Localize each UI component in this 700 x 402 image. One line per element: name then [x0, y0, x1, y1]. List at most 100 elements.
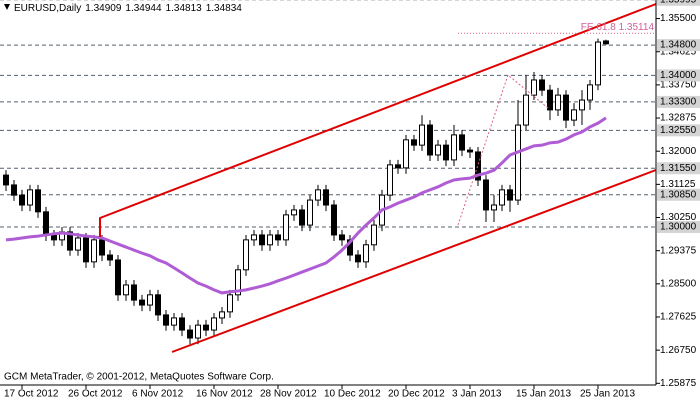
candle-body: [515, 124, 521, 201]
candle-body: [571, 109, 577, 121]
y-tick-label: 1.25875: [660, 378, 697, 389]
candle-body: [11, 184, 17, 196]
candle-body: [587, 84, 593, 101]
candle-body: [235, 269, 241, 296]
candle-body: [555, 94, 561, 111]
candle-body: [243, 239, 249, 271]
last-open: 1.34909: [85, 3, 122, 14]
candle-body: [259, 234, 265, 246]
level-box: [657, 188, 700, 201]
candle-body: [275, 234, 281, 241]
fe-level-label: FE 61.8 1.35114: [581, 22, 655, 33]
x-tick-label: 28 Nov 2012: [260, 389, 317, 400]
x-tick-label: 3 Jan 2013: [452, 389, 502, 400]
candle-body: [51, 234, 57, 241]
level-box: [657, 39, 700, 52]
candle-body: [115, 259, 121, 296]
candle-body: [139, 299, 145, 306]
candle-body: [75, 237, 81, 251]
level-label: 1.30000: [660, 222, 697, 233]
x-tick-label: 17 Oct 2012: [4, 389, 59, 400]
symbol-icon: [4, 4, 10, 10]
candle-body: [211, 317, 217, 331]
candle-body: [291, 209, 297, 216]
y-tick-label: 1.32000: [660, 146, 697, 157]
candle-body: [251, 234, 257, 241]
y-tick-label: 1.33750: [660, 80, 697, 91]
candle-body: [531, 79, 537, 96]
candle-body: [355, 254, 361, 263]
level-label: 1.33300: [660, 97, 697, 108]
level-box: [657, 220, 700, 233]
x-tick-label: 25 Jan 2013: [580, 389, 635, 400]
candle-body: [507, 189, 513, 201]
candle-body: [603, 40, 609, 45]
candle-body: [443, 144, 449, 161]
footer: GCM MetaTrader, © 2001-2012, MetaQuotes …: [4, 372, 274, 383]
candle-body: [395, 164, 401, 169]
candle-body: [475, 151, 481, 181]
candle-body: [491, 204, 497, 211]
candle-body: [219, 311, 225, 319]
candle-body: [411, 139, 417, 146]
level-box: [657, 0, 700, 6]
y-tick-label: 1.28500: [660, 278, 697, 289]
candle-body: [427, 124, 433, 156]
candle-body: [563, 94, 569, 121]
y-tick-label: 1.31125: [660, 179, 696, 190]
candle-body: [227, 294, 233, 313]
y-tick-label: 1.27625: [660, 312, 697, 323]
lower-channel-line: [171, 169, 657, 353]
candle-body: [67, 231, 73, 251]
x-tick-label: 20 Dec 2012: [388, 389, 445, 400]
candle-body: [267, 234, 273, 246]
candle-body: [539, 79, 545, 91]
candle-body: [163, 314, 169, 326]
candle-body: [195, 324, 201, 339]
y-tick-label: 1.35500: [660, 13, 697, 24]
y-tick-label: 1.26750: [660, 345, 697, 356]
candle-body: [35, 189, 41, 213]
candle-body: [307, 199, 313, 226]
candle-body: [19, 194, 25, 206]
candle-body: [179, 317, 185, 331]
level-box: [657, 95, 700, 108]
x-tick-label: 6 Nov 2012: [132, 389, 184, 400]
x-tick-label: 15 Jan 2013: [516, 389, 571, 400]
last-high: 1.34944: [125, 3, 162, 14]
level-label: 1.34800: [660, 40, 697, 51]
candle-body: [595, 41, 601, 86]
candle-body: [547, 89, 553, 111]
y-tick-label: 1.30250: [660, 212, 697, 223]
candle-body: [371, 224, 377, 246]
level-box: [657, 69, 700, 82]
level-box: [657, 124, 700, 137]
y-tick-label: 1.29375: [660, 245, 697, 256]
candle-body: [83, 237, 89, 263]
candle-body: [387, 164, 393, 196]
last-close: 1.34834: [206, 3, 243, 14]
candle-body: [483, 179, 489, 211]
candle-body: [499, 189, 505, 206]
candle-body: [155, 294, 161, 316]
level-box: [657, 162, 700, 175]
candle-body: [347, 239, 353, 256]
candle-body: [3, 174, 9, 186]
candle-body: [299, 209, 305, 226]
candle-body: [27, 189, 33, 206]
chart-title: EURUSD,Daily: [14, 3, 81, 14]
chart-header: EURUSD,Daily 1.34909 1.34944 1.34813 1.34834: [14, 3, 242, 14]
candle-body: [203, 324, 209, 331]
level-label: 1.34000: [660, 70, 697, 81]
candle-body: [339, 234, 345, 241]
level-label: 1.31550: [660, 163, 697, 174]
last-low: 1.34813: [166, 3, 203, 14]
candle-body: [435, 144, 441, 156]
candle-body: [459, 134, 465, 151]
candle-body: [131, 284, 137, 301]
y-tick-label: 1.32875: [660, 113, 697, 124]
candle-body: [579, 99, 585, 111]
